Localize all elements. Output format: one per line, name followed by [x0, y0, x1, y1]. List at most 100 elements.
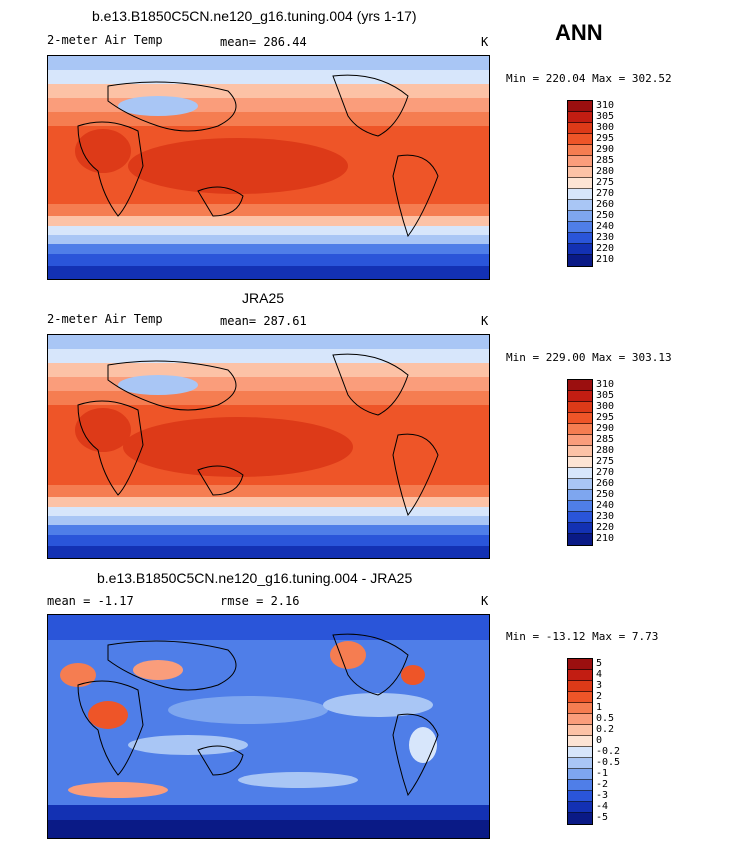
panel2-colorbar — [567, 379, 593, 546]
colorbar-swatch — [568, 123, 592, 134]
colorbar-tick-label: 210 — [596, 254, 615, 265]
colorbar-tick-label: 2 — [596, 691, 603, 702]
colorbar-swatch — [568, 101, 592, 112]
colorbar-tick-label: 310 — [596, 100, 615, 111]
colorbar-tick-label: 270 — [596, 467, 615, 478]
panel2-title: JRA25 — [242, 290, 285, 306]
colorbar-tick-label: 285 — [596, 434, 615, 445]
panel3-units: K — [481, 594, 489, 608]
colorbar-swatch — [568, 178, 592, 189]
colorbar-tick-label: 305 — [596, 390, 615, 401]
colorbar-swatch — [568, 813, 592, 824]
panel3-map-svg — [48, 615, 489, 838]
colorbar-tick-label: -0.2 — [596, 746, 621, 757]
colorbar-tick-label: 230 — [596, 511, 615, 522]
panel1-map — [47, 55, 490, 280]
colorbar-tick-label: 250 — [596, 210, 615, 221]
season-label: ANN — [555, 20, 603, 45]
colorbar-tick-label: 290 — [596, 144, 615, 155]
colorbar-swatch — [568, 791, 592, 802]
colorbar-swatch — [568, 692, 592, 703]
panel2-map-svg — [48, 335, 489, 558]
colorbar-tick-label: -3 — [596, 790, 609, 801]
colorbar-swatch — [568, 233, 592, 244]
panel2-colorbar-labels: 310 305 300 295 290 285 280 275 270 260 250 240 230 2… — [596, 379, 614, 544]
colorbar-swatch — [568, 490, 592, 501]
colorbar-swatch — [568, 211, 592, 222]
colorbar-swatch — [568, 758, 592, 769]
colorbar-swatch — [568, 167, 592, 178]
colorbar-swatch — [568, 512, 592, 523]
panel3-colorbar — [567, 658, 593, 825]
colorbar-tick-label: 295 — [596, 412, 615, 423]
colorbar-swatch — [568, 534, 592, 545]
colorbar-tick-label: 240 — [596, 500, 615, 511]
panel1-minmax: Min = 220.04 Max = 302.52 — [506, 72, 672, 85]
panel1-map-svg — [48, 56, 489, 279]
colorbar-tick-label: -2 — [596, 779, 609, 790]
colorbar-tick-label: 250 — [596, 489, 615, 500]
panel1-colorbar-labels: 310 305 300 295 290 285 280 275 270 260 250 240 230 2… — [596, 100, 614, 265]
colorbar-swatch — [568, 145, 592, 156]
colorbar-swatch — [568, 255, 592, 266]
colorbar-tick-label: 220 — [596, 243, 615, 254]
colorbar-tick-label: 5 — [596, 658, 603, 669]
colorbar-swatch — [568, 424, 592, 435]
colorbar-swatch — [568, 468, 592, 479]
colorbar-swatch — [568, 769, 592, 780]
panel3-mean: mean = -1.17 — [47, 594, 134, 608]
colorbar-tick-label: 0.5 — [596, 713, 615, 724]
panel2-variable: 2-meter Air Temp — [47, 312, 163, 326]
colorbar-swatch — [568, 189, 592, 200]
colorbar-swatch — [568, 413, 592, 424]
panel2-mean: mean= 287.61 — [220, 314, 307, 328]
panel1-title: b.e13.B1850C5CN.ne120_g16.tuning.004 (yr… — [92, 8, 417, 24]
colorbar-swatch — [568, 244, 592, 255]
colorbar-tick-label: 270 — [596, 188, 615, 199]
colorbar-tick-label: 0.2 — [596, 724, 615, 735]
colorbar-swatch — [568, 391, 592, 402]
panel3-minmax: Min = -13.12 Max = 7.73 — [506, 630, 659, 643]
colorbar-swatch — [568, 222, 592, 233]
colorbar-swatch — [568, 780, 592, 791]
panel3-rmse: rmse = 2.16 — [220, 594, 300, 608]
panel3-map — [47, 614, 490, 839]
colorbar-swatch — [568, 725, 592, 736]
colorbar-swatch — [568, 747, 592, 758]
panel1-mean: mean= 286.44 — [220, 35, 307, 49]
colorbar-tick-label: 280 — [596, 166, 615, 177]
panel3-title: b.e13.B1850C5CN.ne120_g16.tuning.004 - J… — [97, 570, 413, 586]
colorbar-tick-label: 220 — [596, 522, 615, 533]
colorbar-swatch — [568, 380, 592, 391]
colorbar-swatch — [568, 134, 592, 145]
colorbar-tick-label: 275 — [596, 177, 615, 188]
colorbar-tick-label: 305 — [596, 111, 615, 122]
colorbar-tick-label: 275 — [596, 456, 615, 467]
colorbar-tick-label: 295 — [596, 133, 615, 144]
colorbar-tick-label: -0.5 — [596, 757, 621, 768]
colorbar-swatch — [568, 200, 592, 211]
colorbar-tick-label: 290 — [596, 423, 615, 434]
colorbar-tick-label: 1 — [596, 702, 603, 713]
colorbar-tick-label: 260 — [596, 478, 615, 489]
colorbar-tick-label: 300 — [596, 122, 615, 133]
colorbar-tick-label: 4 — [596, 669, 603, 680]
colorbar-tick-label: -5 — [596, 812, 609, 823]
colorbar-tick-label: 310 — [596, 379, 615, 390]
colorbar-swatch — [568, 736, 592, 747]
colorbar-tick-label: 285 — [596, 155, 615, 166]
colorbar-swatch — [568, 156, 592, 167]
colorbar-tick-label: -4 — [596, 801, 609, 812]
panel2-map — [47, 334, 490, 559]
panel2-units: K — [481, 314, 489, 328]
colorbar-swatch — [568, 446, 592, 457]
colorbar-swatch — [568, 112, 592, 123]
colorbar-swatch — [568, 681, 592, 692]
panel1-variable: 2-meter Air Temp — [47, 33, 163, 47]
colorbar-swatch — [568, 457, 592, 468]
colorbar-swatch — [568, 435, 592, 446]
panel3-colorbar-labels: 5 4 3 2 1 0.5 0.2 0 -0.2 -0.5 -1 -2 -3 -4 -5 — [596, 658, 620, 823]
colorbar-tick-label: 3 — [596, 680, 603, 691]
colorbar-tick-label: 240 — [596, 221, 615, 232]
colorbar-swatch — [568, 479, 592, 490]
